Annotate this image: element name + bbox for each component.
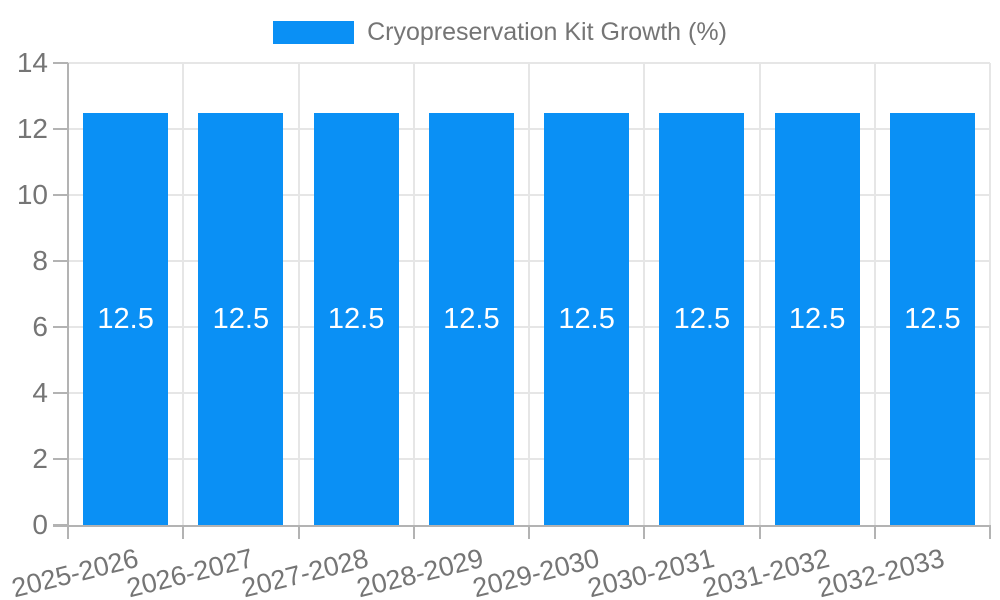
- y-axis-tick: [53, 326, 68, 328]
- x-axis-tick: [873, 525, 876, 539]
- x-axis-category-label: 2027-2028: [238, 543, 372, 600]
- bar-value-label: 12.5: [673, 302, 731, 335]
- y-axis-line: [67, 63, 69, 525]
- x-gridline: [297, 63, 300, 525]
- y-axis-tick-label: 4: [32, 377, 48, 408]
- x-axis-category-label: 2025-2026: [8, 543, 141, 600]
- x-gridline: [182, 63, 185, 525]
- y-axis-tick-label: 10: [16, 179, 48, 210]
- bar-value-label: 12.5: [443, 302, 500, 335]
- x-axis-tick: [643, 525, 646, 539]
- y-axis-tick-label: 0: [32, 509, 48, 540]
- x-axis-line: [53, 525, 990, 527]
- y-axis-tick-label: 14: [16, 47, 48, 78]
- y-axis-tick-label: 6: [32, 311, 48, 342]
- x-axis-tick: [182, 525, 185, 539]
- x-gridline: [989, 63, 991, 525]
- y-axis-tick-label: 2: [32, 443, 48, 474]
- x-gridline: [758, 63, 761, 525]
- legend-swatch-icon: [273, 20, 355, 44]
- x-axis-tick: [989, 525, 991, 539]
- x-axis-category-label: 2032-2033: [815, 543, 948, 600]
- bar-value-label: 12.5: [788, 302, 846, 335]
- bar-value-label: 12.5: [97, 302, 154, 335]
- y-axis-tick: [53, 128, 68, 130]
- y-axis-tick: [53, 458, 68, 460]
- y-axis-tick: [53, 194, 68, 196]
- x-axis-category-label: 2026-2027: [123, 543, 257, 600]
- bar[interactable]: [659, 112, 745, 525]
- y-axis-tick: [53, 260, 68, 262]
- x-axis-category-label: 2028-2029: [354, 543, 487, 600]
- bar[interactable]: [889, 112, 975, 525]
- bar[interactable]: [83, 112, 169, 525]
- bar-value-label: 12.5: [558, 302, 615, 335]
- y-axis-tick-label: 12: [16, 113, 48, 144]
- x-axis-tick: [758, 525, 761, 539]
- x-axis-category-label: 2029-2030: [469, 543, 602, 600]
- x-gridline: [873, 63, 876, 525]
- bar[interactable]: [313, 112, 399, 525]
- x-axis-tick: [67, 525, 69, 539]
- x-gridline: [412, 63, 415, 525]
- x-axis-tick: [528, 525, 530, 539]
- legend-label: Cryopreservation Kit Growth (%): [367, 17, 727, 46]
- y-axis-tick: [53, 62, 68, 64]
- bar[interactable]: [544, 112, 630, 525]
- bar[interactable]: [428, 112, 514, 525]
- x-gridline: [528, 63, 530, 525]
- y-axis-tick: [53, 392, 68, 394]
- y-axis-tick-label: 8: [32, 245, 48, 276]
- legend[interactable]: Cryopreservation Kit Growth (%): [0, 18, 1000, 46]
- x-axis-category-label: 2031-2032: [699, 543, 833, 600]
- bar-value-label: 12.5: [904, 302, 961, 335]
- bar[interactable]: [774, 112, 860, 525]
- bar-value-label: 12.5: [327, 302, 385, 335]
- x-gridline: [643, 63, 646, 525]
- bar[interactable]: [198, 112, 284, 525]
- x-axis-category-label: 2030-2031: [584, 543, 718, 600]
- bar-value-label: 12.5: [212, 302, 270, 335]
- x-axis-tick: [412, 525, 415, 539]
- x-axis-tick: [297, 525, 300, 539]
